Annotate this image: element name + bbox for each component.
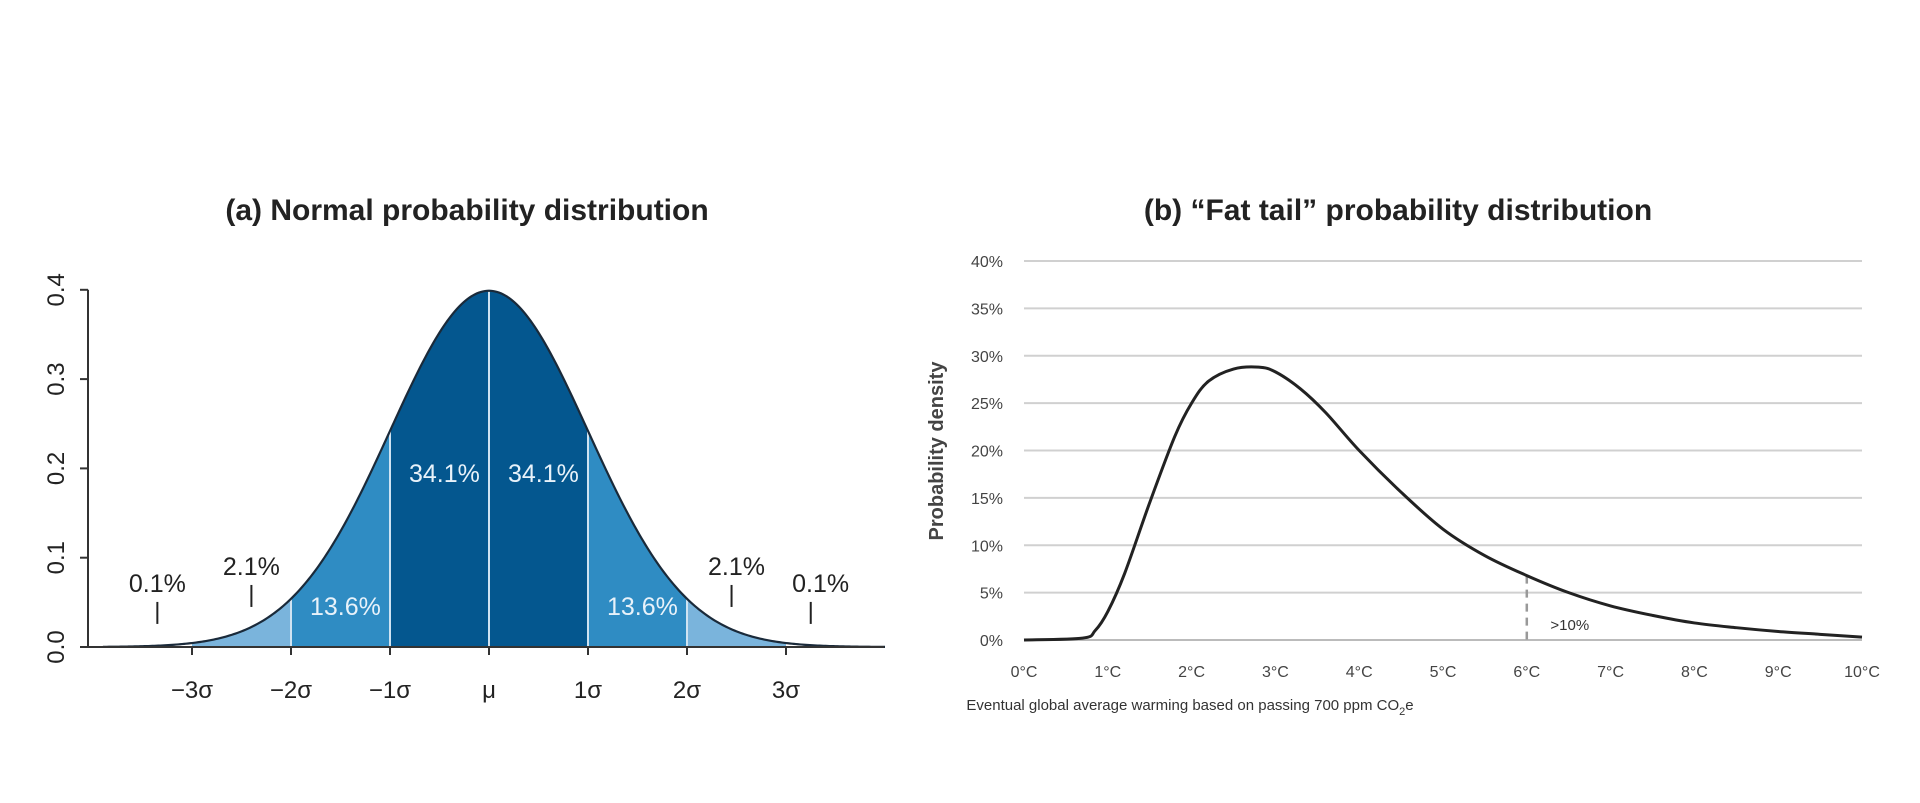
normal-y-tick-label: 0.0 (43, 630, 70, 663)
fat-tail-y-tick-label: 10% (971, 538, 1003, 555)
fat-tail-x-tick-label: 9°C (1765, 664, 1792, 681)
fat-tail-y-tick-label: 30% (971, 349, 1003, 366)
normal-x-tick-label: −1σ (369, 677, 411, 704)
fat-tail-x-tick-label: 3°C (1262, 664, 1289, 681)
normal-band-percent: 13.6% (607, 593, 678, 621)
fat-tail-y-tick-label: 0% (980, 633, 1003, 650)
normal-x-tick-label: −2σ (270, 677, 312, 704)
normal-x-tick-label: 3σ (772, 677, 800, 704)
normal-x-tick-label: −3σ (171, 677, 213, 704)
normal-y-tick-label: 0.4 (43, 273, 70, 306)
fat-tail-y-tick-label: 15% (971, 491, 1003, 508)
fat-tail-y-ticks: 0% 5% 10% 15% 20% 25% 30% 35% 40% (971, 254, 1003, 650)
fat-tail-y-axis-label: Probability density (926, 361, 948, 541)
fat-tail-x-tick-label: 10°C (1844, 664, 1880, 681)
normal-band-percent: 13.6% (310, 593, 381, 621)
normal-x-tick-label: μ (482, 677, 496, 704)
normal-band-0 (192, 598, 291, 647)
fat-tail-gridlines (1024, 260, 1862, 641)
fat-tail-curve-group (1023, 365, 1863, 642)
fat-tail-y-tick-label: 5% (980, 586, 1003, 603)
fat-tail-x-ticks: 0°C 1°C 2°C 3°C 4°C 5°C 6°C 7°C 8°C 9°C 10°C (1011, 664, 1880, 681)
fat-tail-x-tick-label: 2°C (1178, 664, 1205, 681)
threshold-group: >10% (1525, 575, 1589, 640)
normal-x-ticks: −3σ −2σ −1σ μ 1σ 2σ 3σ (171, 647, 800, 704)
normal-distribution-panel: (a) Normal probability distribution 0.00… (43, 194, 886, 704)
fat-tail-x-tick-label: 8°C (1681, 664, 1708, 681)
normal-band-dividers (290, 290, 688, 647)
normal-y-ticks: 0.0 0.1 0.2 0.3 0.4 (43, 273, 88, 664)
normal-y-tick-label: 0.1 (43, 541, 70, 574)
fat-tail-x-tick-label: 4°C (1346, 664, 1373, 681)
fat-tail-x-tick-label: 1°C (1094, 664, 1121, 681)
fat-tail-y-tick-label: 25% (971, 396, 1003, 413)
normal-curve (102, 289, 886, 648)
normal-tail-percent: 0.1% (792, 570, 849, 598)
fat-tail-x-tick-label: 0°C (1011, 664, 1038, 681)
normal-x-tick-label: 2σ (673, 677, 701, 704)
x-axis-label-suffix: e (1405, 697, 1413, 714)
normal-curve-group (102, 289, 886, 648)
fat-tail-x-axis-label: Eventual global average warming based on… (966, 697, 1413, 718)
normal-y-tick-label: 0.2 (43, 452, 70, 485)
threshold-label: >10% (1550, 617, 1589, 634)
x-axis-label-subscript: 2 (1399, 706, 1405, 718)
normal-band-percent: 34.1% (409, 460, 480, 488)
normal-band-5 (687, 598, 786, 647)
normal-tail-percent: 2.1% (223, 553, 280, 581)
normal-band-percent: 34.1% (508, 460, 579, 488)
x-axis-label-main: Eventual global average warming based on… (966, 697, 1399, 714)
fat-tail-y-tick-label: 35% (971, 301, 1003, 318)
fat-tail-y-tick-label: 40% (971, 254, 1003, 271)
fat-tail-x-tick-label: 7°C (1597, 664, 1624, 681)
fat-tail-x-tick-label: 6°C (1513, 664, 1540, 681)
normal-y-tick-label: 0.3 (43, 362, 70, 395)
normal-chart-title: (a) Normal probability distribution (225, 194, 708, 227)
fat-tail-chart-title: (b) “Fat tail” probability distribution (1144, 194, 1652, 227)
normal-tail-percent: 2.1% (708, 553, 765, 581)
fat-tail-y-tick-label: 20% (971, 444, 1003, 461)
normal-annotations: 0.1% 2.1% 13.6% 34.1% 34.1% 13.6% 2.1% 0.1% (129, 460, 849, 624)
fat-tail-x-tick-label: 5°C (1430, 664, 1457, 681)
normal-x-tick-label: 1σ (574, 677, 602, 704)
normal-tail-percent: 0.1% (129, 570, 186, 598)
fat-tail-curve (1023, 365, 1863, 642)
fat-tail-panel: (b) “Fat tail” probability distribution … (926, 194, 1880, 718)
